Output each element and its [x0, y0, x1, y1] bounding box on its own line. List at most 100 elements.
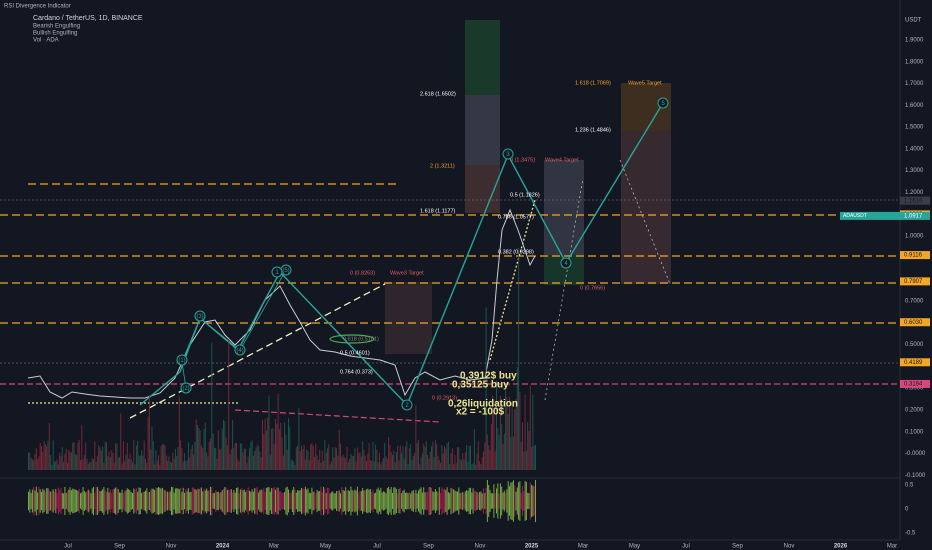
time-tick-label: 2025 [525, 544, 539, 550]
volume-bar [180, 440, 182, 470]
volume-bar [303, 445, 305, 470]
wave-marker [560, 257, 572, 269]
rsi-bar [158, 487, 159, 515]
volume-bar [288, 418, 289, 470]
volume-bar [398, 460, 400, 470]
volume-bar [113, 462, 115, 470]
rsi-bar [190, 491, 192, 511]
volume-bar [195, 419, 197, 470]
volume-bar [51, 464, 53, 470]
volume-bar [165, 455, 167, 470]
rsi-bar [64, 486, 66, 516]
volume-bar [341, 456, 343, 470]
rsi-bar [529, 482, 531, 520]
volume-bar [312, 445, 314, 470]
volume-bar [276, 423, 278, 470]
volume-bar [523, 451, 525, 470]
rsi-bar [103, 487, 105, 515]
volume-bar [216, 458, 218, 470]
rsi-bar [52, 489, 54, 513]
rsi-bar [440, 492, 442, 510]
rsi-bar [349, 491, 351, 511]
volume-bar [247, 456, 249, 470]
rsi-bar [484, 493, 486, 509]
time-tick-label: Sep [732, 544, 743, 550]
trend-line [129, 283, 386, 419]
rsi-bar [280, 491, 282, 511]
volume-bar [100, 451, 102, 470]
note: 0,35125 buy [452, 380, 509, 391]
volume-bar [368, 443, 370, 470]
rsi-bar [44, 491, 46, 511]
volume-bar [31, 459, 33, 470]
volume-bar [232, 419, 234, 470]
rsi-bar [372, 489, 374, 513]
rsi-bar [113, 488, 115, 514]
rsi-bar [193, 487, 195, 515]
rsi-bar [415, 489, 417, 513]
volume-bar [510, 437, 512, 470]
rsi-bar [86, 491, 88, 511]
volume-bar [174, 448, 176, 470]
volume-bar [431, 446, 432, 470]
rsi-bar [223, 488, 224, 514]
volume-bar [265, 430, 267, 470]
wave-label: 3 [506, 152, 510, 158]
rsi-bar [59, 490, 61, 512]
volume-bar [349, 458, 351, 470]
rsi-bar [161, 487, 163, 515]
volume-bar [441, 445, 443, 470]
volume-bar [252, 455, 254, 470]
rsi-bar [480, 491, 482, 511]
rsi-bar [154, 489, 156, 513]
rsi-bar [125, 490, 127, 512]
rsi-bar [95, 486, 97, 516]
volume-bar [408, 448, 410, 470]
volume-bar [516, 367, 518, 470]
rsi-bar [228, 489, 230, 513]
rsi-bar [220, 492, 222, 510]
rsi-bar [76, 489, 78, 513]
rsi-bar [121, 489, 123, 513]
wave-marker [271, 266, 283, 278]
volume-bar [527, 422, 529, 470]
volume-bar [199, 430, 201, 470]
currency: USDT [905, 18, 922, 24]
rsi-bar [368, 489, 370, 513]
rsi-bar [256, 486, 258, 516]
rsi-bar [102, 489, 104, 513]
rsi-bar [308, 492, 310, 510]
volume-bar [337, 455, 339, 470]
rsi-bar [277, 487, 279, 515]
volume-bar [212, 433, 214, 470]
rsi-bar [464, 491, 466, 511]
rsi-bar [169, 491, 171, 511]
volume-bar [330, 461, 332, 470]
rsi-bar [55, 488, 57, 514]
volume-bar [298, 407, 300, 470]
rsi-bar [189, 492, 191, 510]
rsi-bar [57, 487, 59, 515]
volume-bar [509, 396, 510, 470]
volume-bar [354, 448, 356, 470]
volume-bar [52, 440, 54, 470]
volume-bar [525, 450, 527, 470]
rsi-bar [336, 490, 338, 512]
volume-bar [81, 425, 83, 470]
volume-bar [226, 445, 228, 470]
time-tick-label: May [320, 544, 331, 550]
wave-marker [401, 399, 413, 411]
time-tick-label: Sep [114, 544, 125, 550]
rsi-bar [267, 487, 269, 515]
rsi-bar [226, 489, 228, 513]
rsi-bar [172, 487, 174, 515]
volume-bar [334, 447, 336, 470]
volume-bar [497, 428, 499, 470]
volume-bar [169, 460, 171, 470]
wave-marker [194, 310, 206, 322]
rsi-bar [275, 489, 276, 513]
rsi-bar [60, 487, 62, 515]
rsi-bar [224, 487, 226, 515]
volume-bar [254, 450, 256, 470]
rsi-bar [141, 492, 143, 510]
